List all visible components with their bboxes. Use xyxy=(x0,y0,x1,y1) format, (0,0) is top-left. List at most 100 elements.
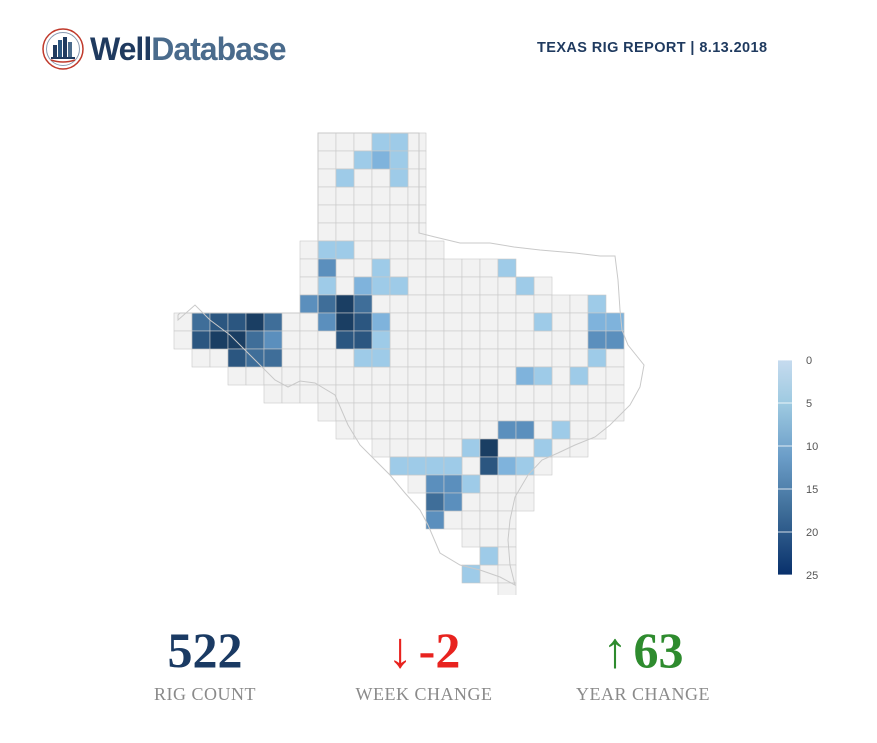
welldatabase-logo[interactable]: WellDatabase xyxy=(42,24,287,74)
county xyxy=(407,294,427,314)
county xyxy=(299,330,319,350)
county xyxy=(497,546,517,566)
county xyxy=(407,330,427,350)
county xyxy=(551,330,571,350)
county xyxy=(533,366,553,386)
county xyxy=(317,330,337,350)
legend-ticks: 0 5 10 15 20 25 xyxy=(778,355,818,580)
county xyxy=(569,312,589,332)
county xyxy=(227,330,247,350)
county xyxy=(479,258,499,278)
county xyxy=(317,402,337,422)
county xyxy=(515,276,535,296)
county xyxy=(479,420,499,440)
county xyxy=(371,168,391,188)
county xyxy=(407,150,427,170)
county xyxy=(461,366,481,386)
county xyxy=(479,294,499,314)
texas-outline xyxy=(177,132,645,586)
county xyxy=(497,294,517,314)
county xyxy=(353,366,373,386)
county xyxy=(497,492,517,512)
county xyxy=(425,276,445,296)
week-change-label: WEEK CHANGE xyxy=(355,684,493,704)
county xyxy=(371,294,391,314)
texas-county-map xyxy=(173,132,645,595)
county xyxy=(353,258,373,278)
county xyxy=(551,348,571,368)
county xyxy=(497,456,517,476)
county xyxy=(317,186,337,206)
county xyxy=(425,492,445,512)
county xyxy=(497,510,517,530)
county xyxy=(551,366,571,386)
county xyxy=(443,402,463,422)
county xyxy=(443,348,463,368)
county xyxy=(263,330,283,350)
county xyxy=(407,168,427,188)
county xyxy=(479,366,499,386)
county xyxy=(551,420,571,440)
county xyxy=(515,492,535,512)
county xyxy=(191,348,211,368)
county xyxy=(551,312,571,332)
year-change-value-wrap: ↑ 63 xyxy=(533,620,753,680)
county xyxy=(425,258,445,278)
county xyxy=(335,168,355,188)
county xyxy=(227,348,247,368)
county xyxy=(317,168,337,188)
county xyxy=(461,564,481,584)
county xyxy=(479,564,499,584)
county xyxy=(317,150,337,170)
county xyxy=(353,132,373,152)
county xyxy=(587,348,607,368)
county xyxy=(389,258,409,278)
county xyxy=(335,330,355,350)
county xyxy=(497,258,517,278)
legend-color-bar xyxy=(778,360,792,575)
county xyxy=(407,132,427,152)
county xyxy=(425,366,445,386)
county xyxy=(407,312,427,332)
county xyxy=(551,384,571,404)
county xyxy=(461,456,481,476)
county xyxy=(425,330,445,350)
county xyxy=(443,456,463,476)
county xyxy=(461,402,481,422)
county xyxy=(209,330,229,350)
county xyxy=(371,258,391,278)
county xyxy=(281,384,301,404)
county xyxy=(569,294,589,314)
county xyxy=(461,528,481,548)
county xyxy=(479,312,499,332)
county xyxy=(371,222,391,242)
county xyxy=(389,168,409,188)
week-change-value-wrap: ↓ -2 xyxy=(314,620,534,680)
county xyxy=(497,366,517,386)
county xyxy=(407,258,427,278)
county xyxy=(317,240,337,260)
county xyxy=(461,510,481,530)
county xyxy=(371,186,391,206)
county xyxy=(425,348,445,368)
county xyxy=(605,384,625,404)
county xyxy=(443,366,463,386)
rig-count-label: RIG COUNT xyxy=(154,684,256,704)
county xyxy=(425,474,445,494)
county xyxy=(425,510,445,530)
county xyxy=(497,438,517,458)
county xyxy=(443,438,463,458)
county xyxy=(569,420,589,440)
legend-tick-label: 25 xyxy=(806,570,818,580)
report-title: TEXAS RIG REPORT | 8.13.2018 xyxy=(537,40,768,56)
county xyxy=(353,204,373,224)
county xyxy=(407,474,427,494)
county xyxy=(461,294,481,314)
county xyxy=(335,348,355,368)
county xyxy=(191,330,211,350)
county xyxy=(353,240,373,260)
county xyxy=(371,132,391,152)
county xyxy=(407,402,427,422)
county xyxy=(317,348,337,368)
county xyxy=(461,438,481,458)
